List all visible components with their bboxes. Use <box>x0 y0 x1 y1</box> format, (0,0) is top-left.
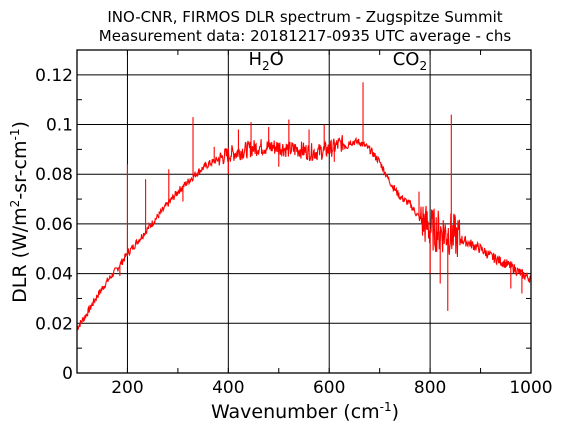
species-label: CO2 <box>393 49 427 73</box>
dlr-series-line <box>76 135 532 330</box>
y-axis-label: DLR (W/m2-sr-cm-1) <box>8 121 31 303</box>
x-tick-label: 400 <box>212 378 244 398</box>
y-tick-label: 0.1 <box>46 116 73 136</box>
x-tick-label: 800 <box>414 378 446 398</box>
plot-frame <box>76 49 532 374</box>
y-tick-label: 0.04 <box>35 265 73 285</box>
annotations: H2O CO2 <box>248 49 427 73</box>
x-tick-label: 200 <box>111 378 143 398</box>
y-tick-label: 0.02 <box>35 314 73 334</box>
y-tick-label: 0 <box>62 364 73 384</box>
species-label: H2O <box>248 49 283 73</box>
x-axis-label: Wavenumber (cm-1) <box>211 400 399 423</box>
chart-subtitle: Measurement data: 20181217-0935 UTC aver… <box>99 27 512 45</box>
plot-area <box>76 82 532 330</box>
x-tick-label: 1000 <box>509 378 552 398</box>
ticks: 200 400 600 800 1000 0 0.02 0.04 0.06 0.08 0.1 0.12 <box>35 50 553 398</box>
y-tick-label: 0.06 <box>35 215 73 235</box>
y-tick-label: 0.08 <box>35 165 73 185</box>
x-tick-label: 600 <box>313 378 345 398</box>
y-tick-label: 0.12 <box>35 66 73 86</box>
chart-title: INO-CNR, FIRMOS DLR spectrum - Zugspitze… <box>107 8 502 26</box>
